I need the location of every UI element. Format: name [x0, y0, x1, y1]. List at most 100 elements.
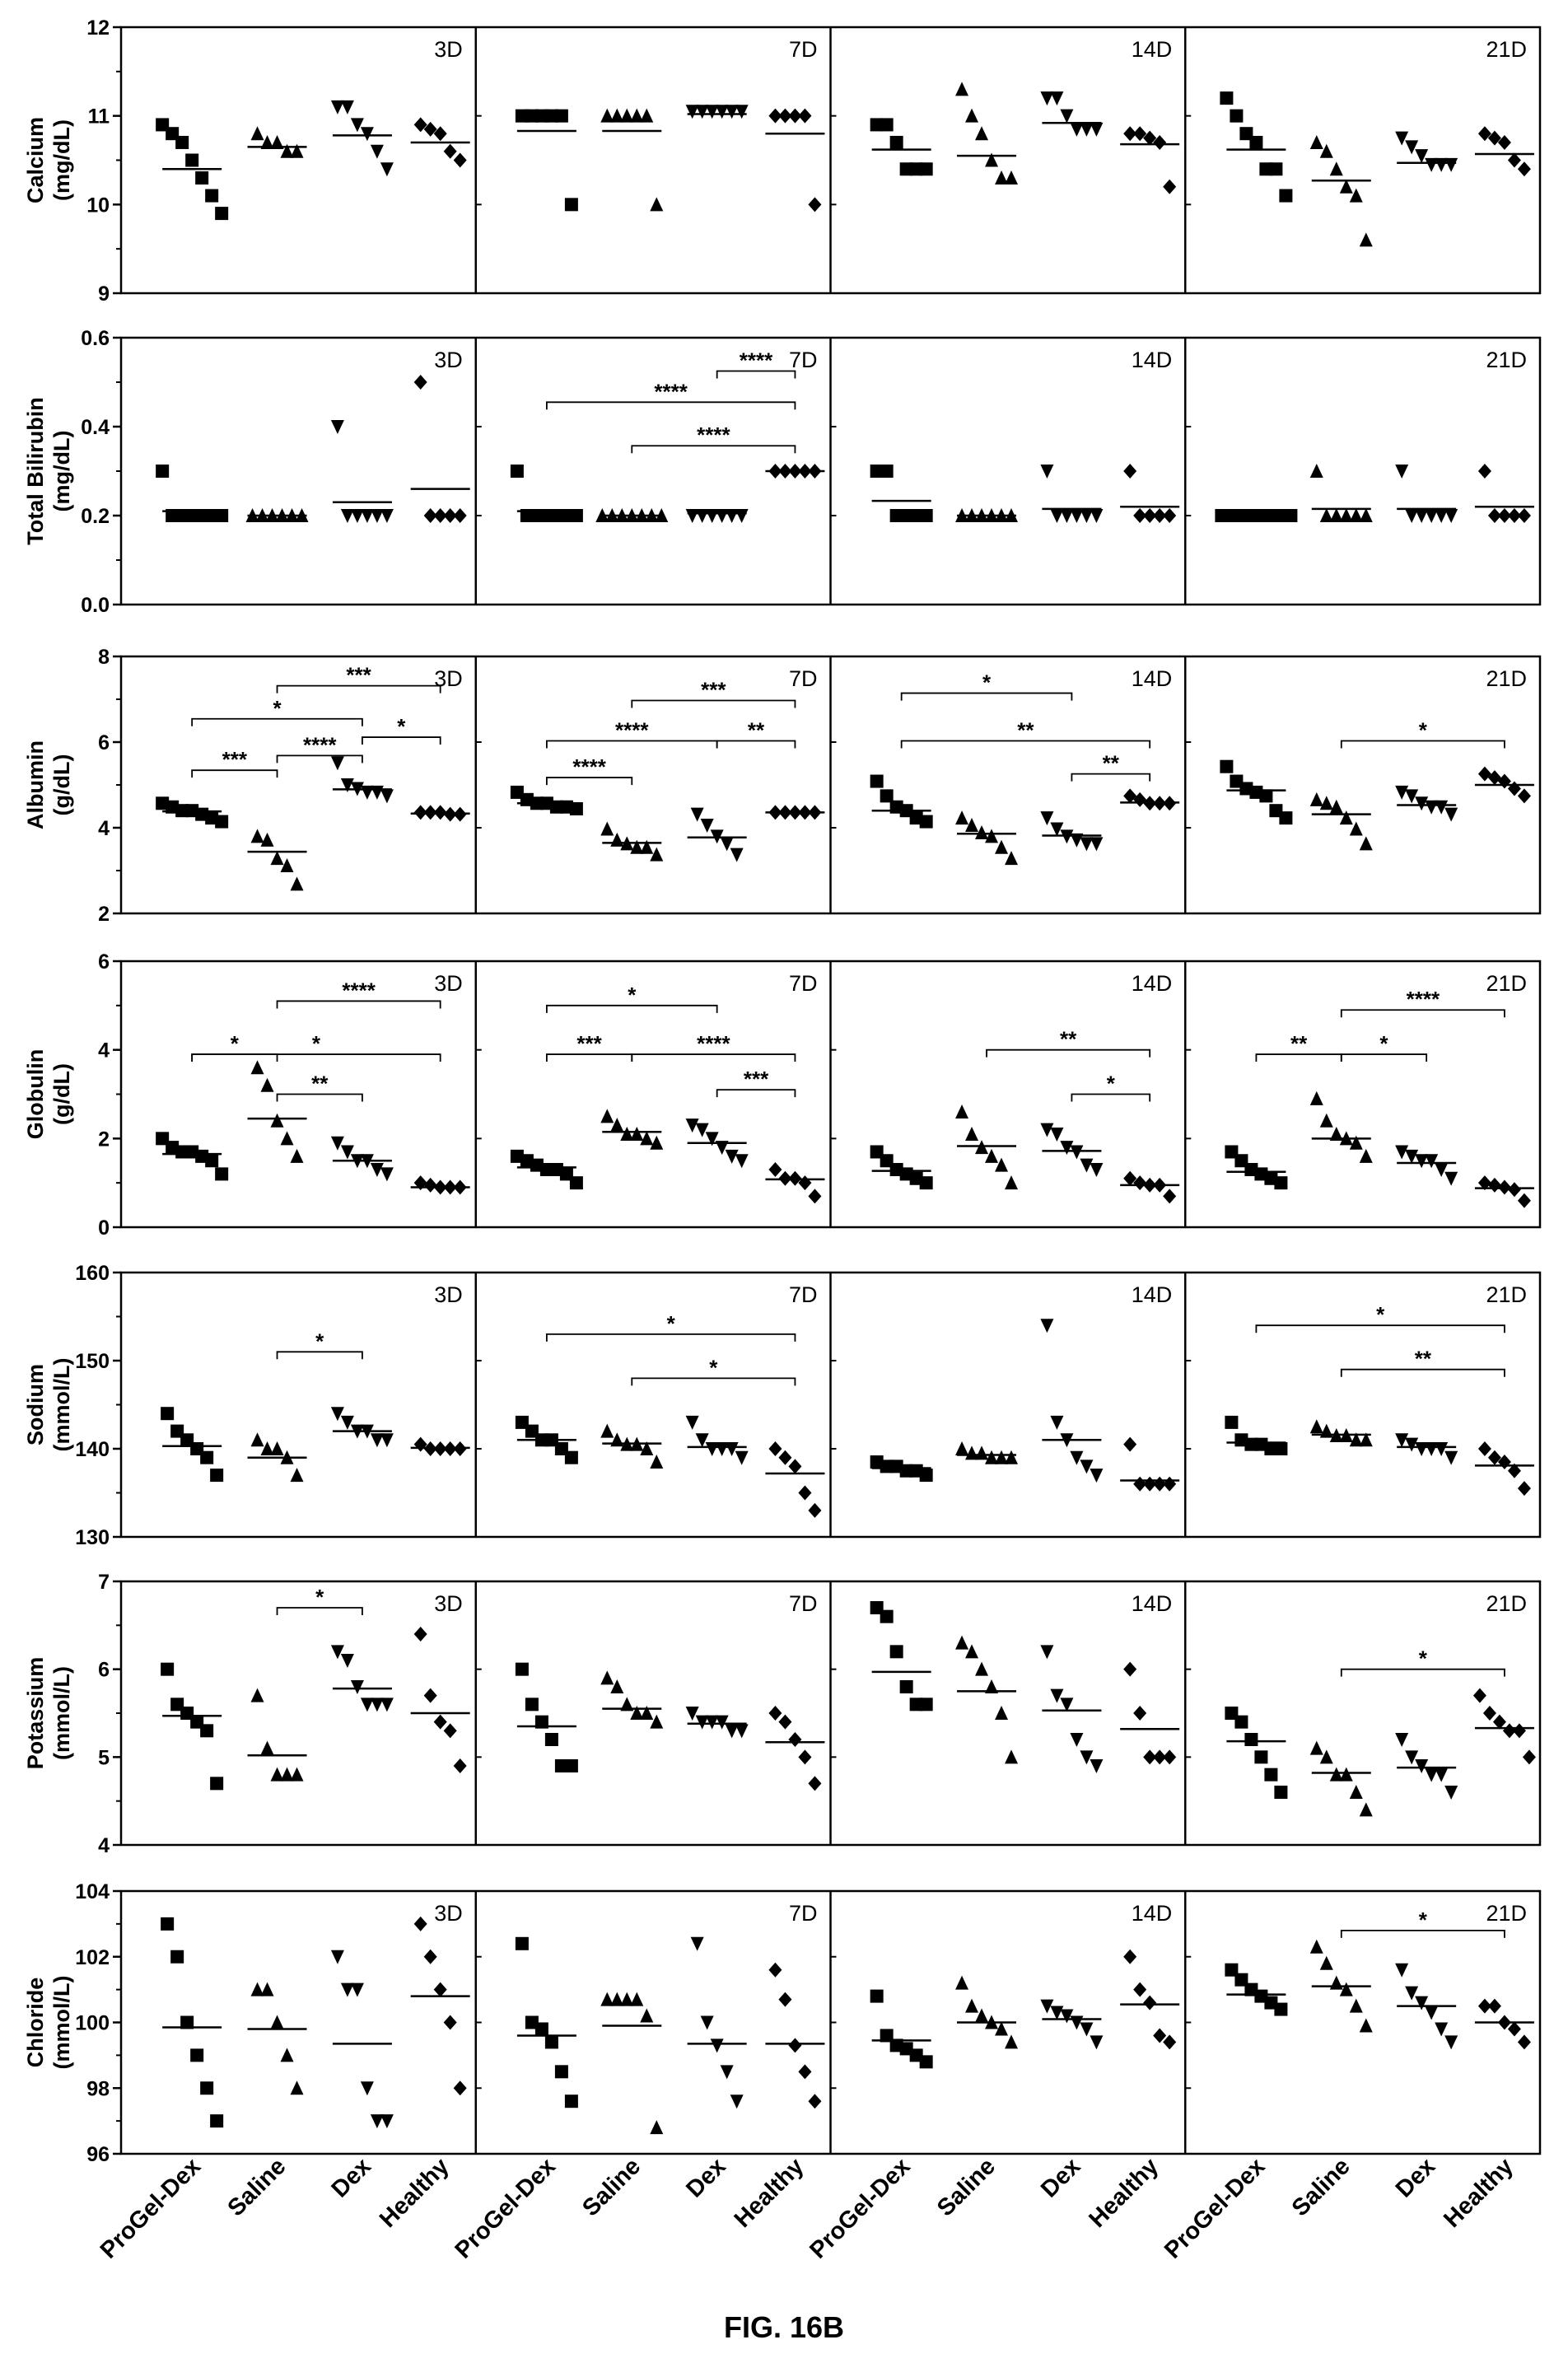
panel-7d: 7D — [515, 1901, 825, 2135]
triangle-down-marker — [1070, 1450, 1084, 1465]
panel-3d: 3D************ — [156, 663, 470, 891]
square-marker — [569, 1176, 583, 1190]
y-tick-label: 10 — [86, 194, 110, 217]
square-marker — [1274, 1176, 1288, 1190]
significance-bracket — [631, 1377, 796, 1386]
triangle-up-marker — [1359, 836, 1373, 851]
x-group-label: Healthy — [1439, 2153, 1519, 2233]
triangle-up-marker — [260, 832, 274, 847]
panel-label: 7D — [789, 1591, 818, 1616]
triangle-down-marker — [1415, 1759, 1429, 1773]
y-tick-label: 0.4 — [81, 416, 110, 439]
significance-label: ** — [1415, 1347, 1432, 1371]
triangle-down-marker — [330, 420, 344, 434]
y-axis-label-unit: (g/dL) — [49, 754, 74, 816]
panel-14d: 14D*** — [870, 971, 1180, 1204]
triangle-up-marker — [600, 108, 614, 123]
triangle-down-marker — [1415, 509, 1429, 523]
significance-label: **** — [615, 718, 649, 743]
significance-bracket — [631, 699, 796, 708]
diamond-marker — [433, 1982, 447, 1997]
x-group-label: ProGel-Dex — [805, 2153, 915, 2263]
diamond-marker — [1133, 792, 1147, 807]
triangle-up-marker — [260, 1740, 274, 1755]
triangle-down-marker — [1040, 1123, 1054, 1137]
diamond-marker — [453, 1758, 467, 1773]
y-axis-label-unit: (g/dL) — [49, 1063, 74, 1125]
y-tick-label: 6 — [98, 731, 110, 754]
diamond-marker — [1512, 1723, 1526, 1739]
square-marker — [544, 1733, 558, 1746]
y-tick-label: 4 — [98, 1039, 110, 1062]
triangle-up-marker — [640, 2008, 654, 2023]
triangle-down-marker — [1415, 796, 1429, 811]
panel-label: 3D — [434, 971, 463, 996]
significance-bracket — [1340, 1668, 1505, 1677]
square-marker — [1284, 509, 1298, 522]
significance-label: *** — [222, 747, 248, 772]
significance-label: **** — [654, 379, 688, 404]
triangle-down-marker — [1050, 509, 1064, 523]
diamond-marker — [1517, 788, 1531, 804]
significance-bracket — [716, 370, 796, 379]
triangle-down-marker — [710, 2038, 724, 2053]
diamond-marker — [1143, 130, 1157, 146]
square-marker — [1274, 2002, 1288, 2016]
diamond-marker — [1517, 2034, 1531, 2050]
panel-label: 14D — [1132, 37, 1173, 62]
panel-label: 14D — [1132, 1901, 1173, 1926]
triangle-down-marker — [360, 509, 374, 523]
triangle-down-marker — [1415, 149, 1429, 164]
panel-7d: 7D — [515, 37, 825, 212]
panel-7d: 7D**** ******* — [510, 971, 825, 1204]
x-group-label: Healthy — [1084, 2153, 1164, 2233]
significance-label: **** — [740, 348, 773, 373]
triangle-down-marker — [1444, 807, 1458, 822]
square-marker — [195, 171, 209, 185]
triangle-up-marker — [1359, 1432, 1373, 1447]
triangle-down-marker — [340, 1982, 354, 1997]
triangle-down-marker — [1060, 1141, 1074, 1156]
diamond-marker — [1153, 134, 1167, 150]
triangle-down-marker — [735, 1154, 749, 1169]
y-axis-label-line: Chloride — [23, 1978, 48, 2068]
significance-label: * — [312, 1031, 321, 1056]
significance-label: * — [231, 1031, 240, 1056]
diamond-marker — [1123, 1949, 1137, 1964]
significance-label: * — [667, 1311, 676, 1336]
y-tick-label: 6 — [98, 1659, 110, 1682]
square-marker — [1279, 189, 1293, 203]
triangle-down-marker — [1425, 800, 1439, 815]
significance-label: * — [1379, 1031, 1388, 1056]
triangle-down-marker — [1444, 1786, 1458, 1800]
triangle-up-marker — [1309, 1419, 1323, 1434]
triangle-down-marker — [1050, 1127, 1064, 1142]
triangle-down-marker — [370, 1163, 384, 1178]
square-marker — [1274, 1786, 1288, 1799]
square-marker — [200, 1450, 214, 1464]
y-tick-label: 9 — [98, 283, 110, 306]
significance-bracket — [631, 445, 796, 454]
diamond-marker — [453, 508, 467, 523]
x-group-label: ProGel-Dex — [1160, 2153, 1270, 2263]
significance-bracket — [276, 1093, 363, 1102]
triangle-down-marker — [720, 837, 734, 852]
square-marker — [1259, 789, 1273, 803]
triangle-down-marker — [1425, 157, 1439, 172]
square-marker — [554, 109, 568, 123]
triangle-up-marker — [1319, 796, 1333, 810]
triangle-up-marker — [630, 108, 644, 123]
square-marker — [1225, 1415, 1239, 1429]
triangle-up-marker — [280, 858, 294, 873]
significance-label: ** — [311, 1072, 329, 1096]
triangle-up-marker — [955, 1441, 969, 1455]
diamond-marker — [1123, 464, 1137, 479]
diamond-marker — [453, 152, 467, 168]
diamond-marker — [1502, 1723, 1516, 1739]
diamond-marker — [788, 2038, 802, 2053]
triangle-down-marker — [340, 1415, 354, 1430]
triangle-up-marker — [630, 1992, 644, 2006]
triangle-up-marker — [975, 1661, 989, 1676]
